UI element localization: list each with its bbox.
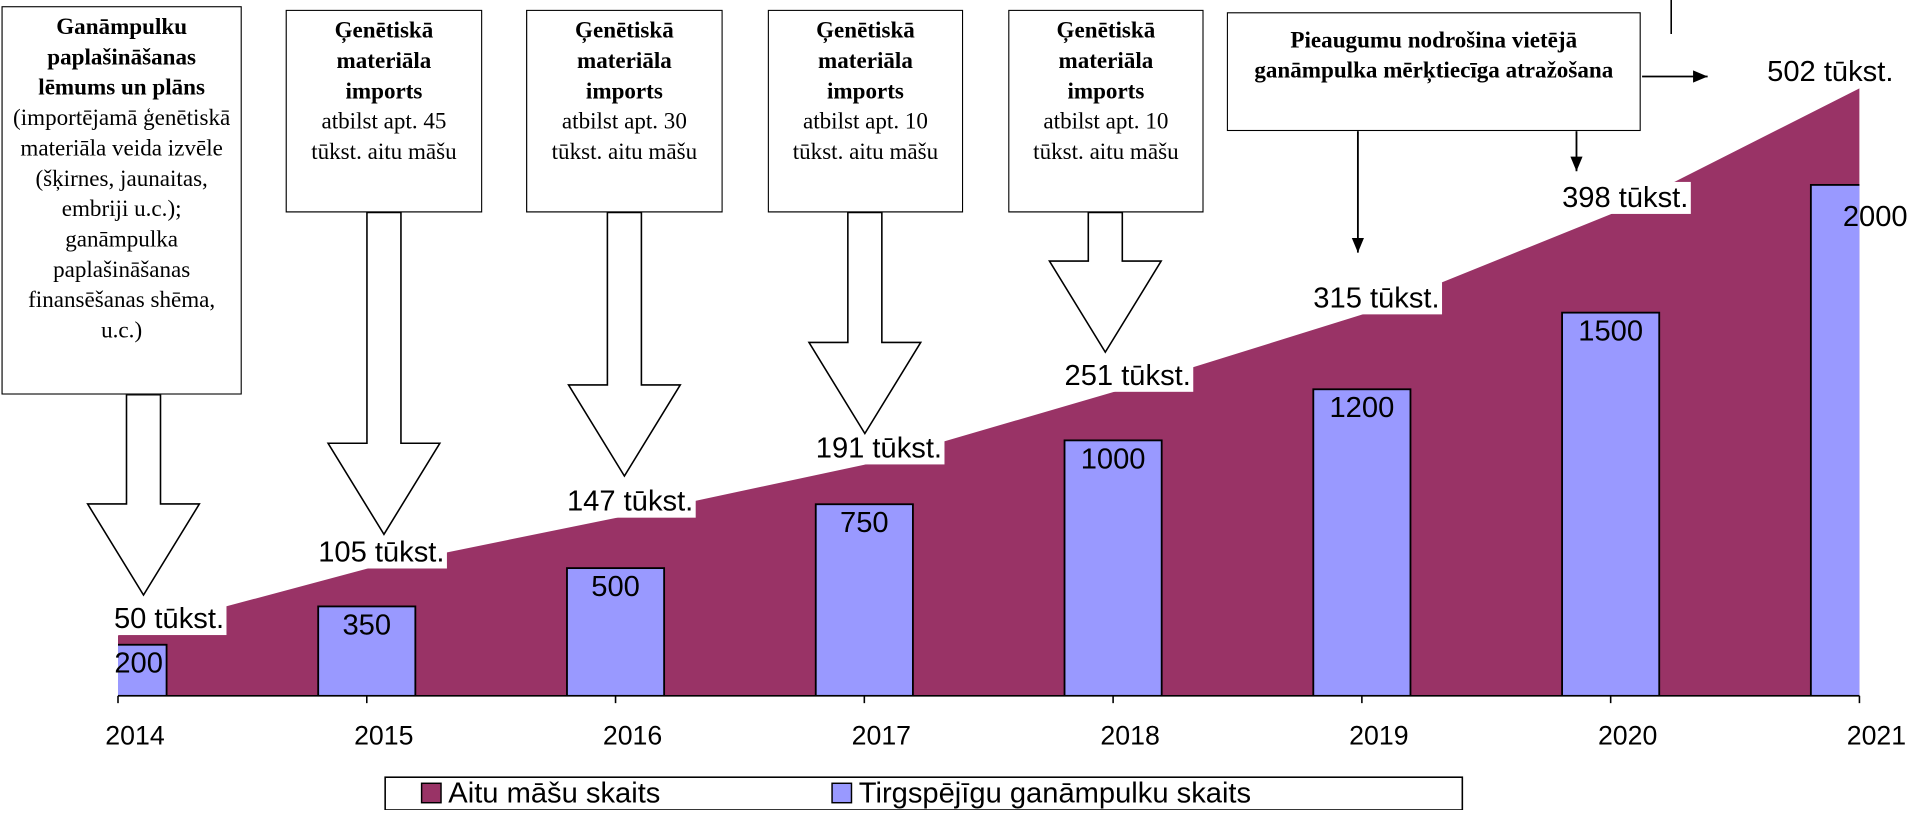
bar (1561, 311, 1661, 696)
area-value-label-bg (111, 603, 227, 636)
area (117, 88, 1860, 696)
area-value-label-bg (1062, 359, 1194, 392)
area-value-label-group: 147 tūkst. (564, 485, 696, 518)
area-value-label-group: 315 tūkst. (1310, 282, 1443, 315)
area-value-label: 315 tūkst. (1313, 282, 1439, 314)
x-tick-label: 2014 (105, 720, 165, 750)
annotation-title: Ģenētiskā materiāla imports (575, 18, 674, 105)
annotation-text: atbilst apt. 10 tūkst. aitu māšu (792, 109, 939, 166)
annotation-box: Ģenētiskā materiāla imports atbilst apt. … (526, 9, 723, 213)
annotation: Ganāmpulku paplašināšanas lēmums un plān… (1, 6, 242, 395)
x-tick-label: 2017 (852, 720, 911, 750)
arrow-head (1693, 70, 1708, 83)
bar (117, 643, 168, 696)
annotation-box: Ģenētiskā materiāla imports atbilst apt. … (285, 9, 483, 213)
block-arrow (86, 393, 201, 597)
x-tick-label: 2019 (1349, 720, 1408, 750)
area-value-label: 398 tūkst. (1562, 182, 1688, 214)
x-tick-label: 2020 (1598, 720, 1657, 750)
area-value-label: 50 tūkst. (114, 603, 224, 635)
bar-value-label: 2000 (1843, 201, 1907, 233)
annotation-box: Pieaugumu nodrošina vietējā ganāmpulka m… (1226, 12, 1641, 132)
area-value-label-group: 251 tūkst. (1062, 359, 1194, 392)
annotation-text: (importējamā ģenētiskā materiāla veida i… (13, 105, 231, 344)
bar (317, 605, 417, 696)
area-value-label-bg (564, 485, 696, 518)
annotation-title: Ganāmpulku paplašināšanas lēmums un plān… (38, 14, 205, 101)
area-value-label: 191 tūkst. (816, 432, 942, 464)
annotation-title: Pieaugumu nodrošina vietējā ganāmpulka m… (1254, 27, 1614, 84)
bar (1063, 439, 1163, 696)
legend-label: Aitu māšu skaits (448, 778, 660, 810)
area-value-label-bg (813, 432, 945, 465)
arrow-head (1570, 156, 1583, 172)
x-tick-label: 2016 (603, 720, 662, 750)
block-arrow (326, 211, 442, 536)
area-value-label-group: 105 tūkst. (315, 536, 447, 569)
area-value-label: 105 tūkst. (318, 536, 444, 568)
area-value-label-group: 398 tūkst. (1559, 181, 1691, 214)
area-value-label: 502 tūkst. (1767, 56, 1893, 88)
block-arrow (807, 211, 923, 436)
annotation-box: Ganāmpulku paplašināšanas lēmums un plān… (1, 6, 242, 395)
bar-value-label: 200 (114, 648, 163, 680)
legend-swatch (831, 782, 853, 804)
annotation-box: Ģenētiskā materiāla imports atbilst apt. … (1008, 9, 1204, 213)
legend-swatch (420, 782, 442, 804)
area-value-label-group: 50 tūkst. (111, 603, 227, 636)
area-value-label-bg (1559, 181, 1691, 214)
area-value-label: 251 tūkst. (1065, 360, 1191, 392)
area-value-label-bg (1310, 282, 1443, 315)
area-value-label-bg (315, 536, 447, 569)
plot-area (117, 88, 1860, 696)
bar-value-label: 1500 (1578, 316, 1643, 348)
annotation-box: Ģenētiskā materiāla imports atbilst apt. … (767, 9, 964, 213)
bar-value-label: 750 (840, 507, 889, 539)
bar-value-label: 350 (342, 609, 391, 641)
legend-label: Tirgspējīgu ganāmpulku skaits (859, 778, 1251, 810)
annotation-text: atbilst apt. 30 tūkst. aitu māšu (551, 109, 698, 166)
x-tick-label: 2021 (1847, 720, 1906, 750)
x-tick-label: 2015 (354, 720, 413, 750)
bar-value-label: 1000 (1081, 443, 1146, 475)
area-value-label-group: 502 tūkst. (1764, 56, 1896, 89)
annotation-title: Ģenētiskā materiāla imports (816, 18, 915, 105)
annotation-text: atbilst apt. 10 tūkst. aitu māšu (1033, 109, 1179, 166)
bar-value-label: 1200 (1329, 392, 1394, 424)
bar (1809, 183, 1860, 696)
block-arrow (567, 211, 682, 478)
block-arrow (1048, 211, 1163, 354)
x-tick-label: 2018 (1100, 720, 1159, 750)
annotation: Pieaugumu nodrošina vietējā ganāmpulka m… (1226, 12, 1641, 132)
annotation-title: Ģenētiskā materiāla imports (334, 18, 434, 105)
annotation-text: atbilst apt. 45 tūkst. aitu māšu (311, 109, 457, 166)
legend-box (384, 776, 1464, 811)
bar (566, 567, 666, 696)
bar (814, 503, 914, 696)
arrow-head (1351, 238, 1364, 253)
bar-value-label: 500 (591, 571, 640, 603)
annotation-title: Ģenētiskā materiāla imports (1056, 18, 1156, 105)
area-value-label: 147 tūkst. (567, 486, 693, 518)
area-value-label-bg (1764, 56, 1896, 89)
area-value-label-group: 191 tūkst. (813, 432, 945, 465)
bar (1312, 388, 1412, 696)
